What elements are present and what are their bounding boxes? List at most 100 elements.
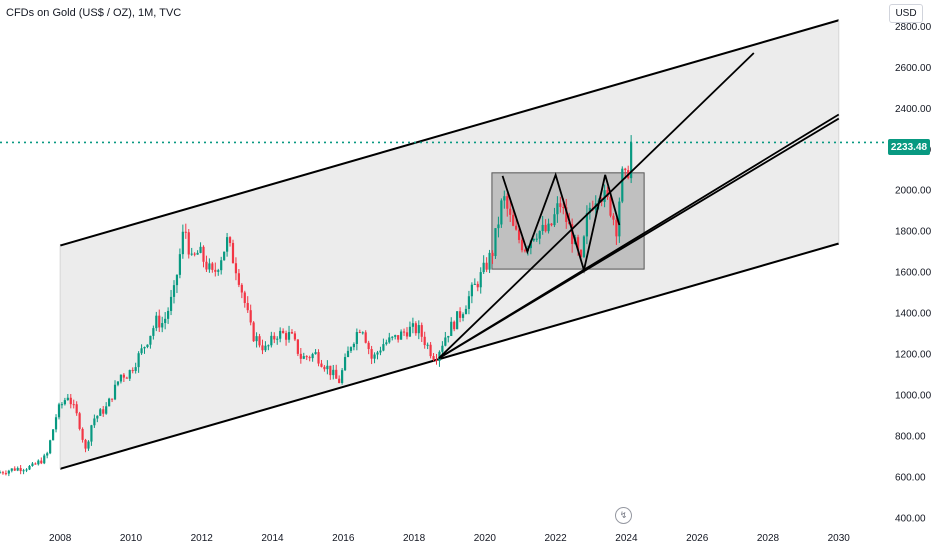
candle-body (308, 357, 311, 359)
y-tick-label: 2000.00 (895, 186, 932, 197)
candle-body (349, 347, 353, 351)
candle-body (335, 369, 338, 379)
y-tick-label: 2600.00 (895, 63, 932, 74)
candle-body (544, 224, 547, 232)
candle-body (193, 253, 196, 255)
candle-body (81, 428, 84, 440)
candle-body (397, 335, 400, 340)
candle-body (603, 190, 606, 202)
price-axis: 400.00 600.00 800.00 1000.00 1200.00 1400.00 1… (895, 22, 932, 525)
candle-body (167, 310, 170, 319)
y-tick-label: 2400.00 (895, 104, 932, 115)
candle-body (453, 321, 456, 330)
candle-body (214, 269, 217, 272)
candle-body (273, 335, 276, 340)
candle-body (143, 347, 146, 349)
candle-body (140, 348, 143, 354)
candle-body (240, 284, 243, 293)
candle-body (25, 469, 28, 471)
candle-body (87, 441, 90, 449)
candle-body (78, 413, 81, 429)
candle-body (361, 332, 364, 334)
candle-body (579, 249, 583, 257)
candle-body (57, 404, 61, 418)
candle-body (187, 232, 190, 255)
candle-body (116, 381, 120, 385)
candle-body (630, 142, 633, 179)
candle-body (461, 314, 465, 318)
candle-body (161, 323, 164, 328)
candle-body (164, 318, 167, 324)
candle-body (75, 404, 78, 414)
x-tick-label: 2008 (49, 533, 72, 544)
candle-body (411, 323, 414, 327)
candle-body (491, 252, 494, 257)
candle-body (556, 203, 559, 215)
candle-body (19, 468, 22, 472)
candle-body (93, 418, 96, 426)
channel-lower-line (59, 242, 840, 470)
candle-body (49, 440, 52, 454)
candle-body (205, 261, 208, 270)
y-tick-label: 2800.00 (895, 22, 932, 33)
x-tick-label: 2018 (403, 533, 426, 544)
y-tick-label: 1400.00 (895, 309, 932, 320)
candle-body (588, 207, 591, 214)
candle-body (467, 296, 471, 309)
candle-body (264, 345, 267, 351)
candle-body (282, 330, 285, 334)
candle-body (624, 168, 627, 171)
candle-body (169, 296, 173, 311)
candle-body (105, 406, 108, 414)
candle-body (562, 206, 565, 208)
candle-body (60, 404, 64, 406)
candle-body (547, 223, 550, 232)
candle-body (40, 460, 43, 464)
candle-body (184, 231, 187, 233)
candle-body (199, 246, 202, 253)
x-tick-label: 2024 (615, 533, 638, 544)
y-tick-label: 800.00 (895, 432, 926, 443)
candle-body (485, 262, 488, 270)
candle-body (99, 409, 102, 416)
candle-body (512, 214, 515, 226)
candle-body (582, 236, 586, 257)
candle-body (517, 229, 521, 240)
currency-button[interactable]: USD (889, 4, 923, 23)
candle-body (1, 472, 5, 474)
channel-fill (60, 20, 839, 469)
candle-body (332, 369, 335, 376)
candle-body (373, 354, 376, 359)
candle-body (252, 322, 255, 342)
candle-body (402, 331, 406, 333)
candle-body (382, 344, 385, 351)
candle-body (69, 397, 72, 405)
trend-line-lower (438, 117, 840, 359)
candle-body (122, 374, 125, 378)
candle-body (220, 260, 223, 271)
candle-body (255, 336, 258, 342)
candle-body (16, 468, 19, 471)
candle-body (538, 231, 541, 239)
candle-body (172, 285, 176, 297)
candle-body (66, 397, 69, 401)
candle-body (152, 328, 155, 336)
candle-body (51, 429, 55, 441)
candle-body (276, 338, 279, 340)
candle-body (494, 228, 497, 257)
flash-icon[interactable]: ↯ (615, 507, 632, 524)
candle-body (302, 356, 305, 359)
candle-body (311, 354, 314, 359)
candle-body (532, 238, 535, 241)
y-tick-label: 400.00 (895, 513, 926, 524)
candle-body (31, 463, 34, 466)
candle-body (394, 335, 397, 337)
candle-body (284, 333, 288, 340)
candle-body (473, 283, 476, 285)
candle-body (367, 342, 370, 350)
candle-body (249, 310, 252, 323)
candle-body (37, 460, 40, 465)
candle-body (178, 254, 182, 275)
candle-body (258, 336, 261, 346)
